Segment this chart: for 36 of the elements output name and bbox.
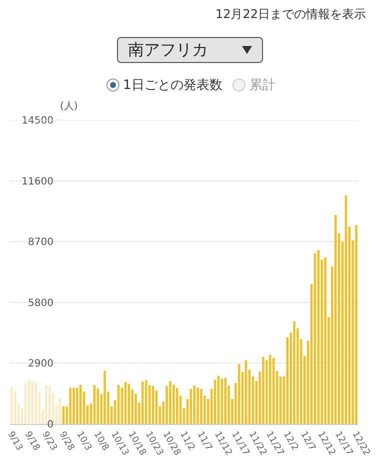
bar <box>196 388 199 424</box>
bar <box>324 257 326 424</box>
bar <box>14 391 16 424</box>
bar <box>31 381 34 424</box>
bar <box>193 386 196 424</box>
bar <box>355 225 358 424</box>
bar <box>69 388 72 424</box>
bar <box>104 370 106 424</box>
bar <box>34 382 37 424</box>
text: 南アフリカ <box>128 40 208 61</box>
y-tick-label: 8700 <box>28 237 54 248</box>
bar <box>224 378 226 424</box>
bar <box>10 386 13 424</box>
bar <box>293 321 296 424</box>
bar <box>96 388 99 424</box>
bar <box>220 378 224 424</box>
bar <box>80 385 82 424</box>
bar <box>142 382 144 424</box>
bar <box>262 356 264 424</box>
text: 累計 <box>249 77 276 94</box>
bar <box>24 384 27 424</box>
text: 12月22日までの情報を表示 <box>215 6 366 23</box>
y-tick-label: 2900 <box>28 358 54 370</box>
bar <box>269 355 272 424</box>
bar <box>238 364 240 424</box>
y-axis-title: (人) <box>60 100 78 113</box>
text: 1日ごとの発表数 <box>123 77 222 94</box>
y-tick-label: 0 <box>47 420 54 430</box>
bar <box>72 388 75 424</box>
bar <box>172 384 175 424</box>
y-tick-label: 5800 <box>28 298 54 309</box>
bar <box>169 381 172 424</box>
bar <box>45 386 48 424</box>
bar <box>200 388 202 424</box>
y-tick-label: 11600 <box>22 176 54 188</box>
bar <box>76 388 78 424</box>
